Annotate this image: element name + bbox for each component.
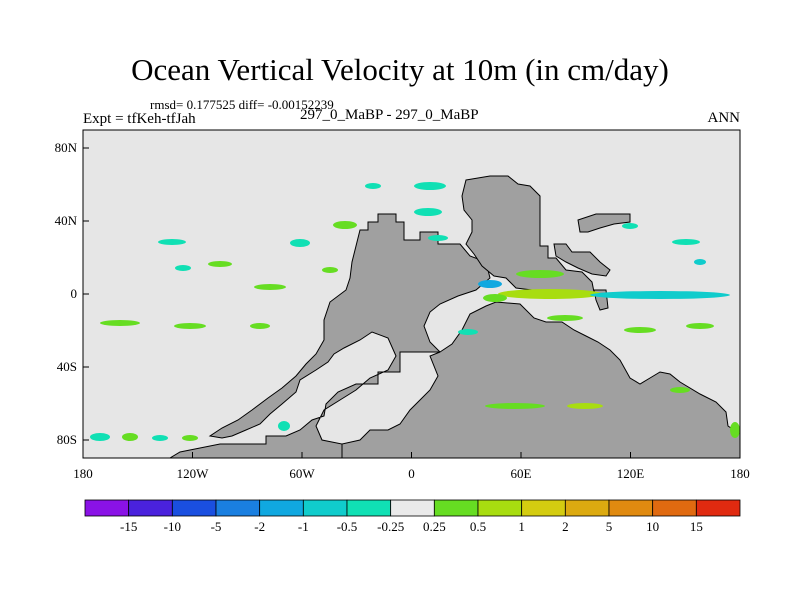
x-tick-label: 0 [408, 466, 415, 481]
x-tick-label: 120E [617, 466, 645, 481]
x-tick-label: 180 [73, 466, 93, 481]
anomaly-patch [208, 261, 232, 267]
anomaly-patch [182, 435, 198, 441]
experiment-label: Expt = tfKeh-tfJah [83, 111, 196, 127]
anomaly-patch [290, 239, 310, 247]
anomaly-patch [483, 294, 507, 302]
y-tick-label: 80N [55, 140, 78, 155]
colorbar-label: 5 [606, 519, 613, 534]
colorbar-swatch [171, 499, 217, 517]
comparison-label: 297_0_MaBP - 297_0_MaBP [300, 107, 479, 123]
anomaly-patch [694, 259, 706, 265]
y-tick-label: 0 [71, 286, 78, 301]
anomaly-patch [547, 315, 583, 321]
colorbar-swatch [521, 499, 566, 517]
colorbar-swatch [302, 499, 348, 517]
colorbar-label: -5 [211, 519, 222, 534]
anomaly-patch [414, 182, 446, 190]
colorbar-swatch [608, 499, 654, 517]
colorbar-label: -0.5 [337, 519, 358, 534]
anomaly-patch [90, 433, 110, 441]
anomaly-patch [322, 267, 338, 273]
y-tick-label: 80S [57, 432, 77, 447]
colorbar-swatch [695, 499, 741, 517]
x-tick-label: 60W [289, 466, 315, 481]
colorbar-label: 0.25 [423, 519, 446, 534]
anomaly-patch [485, 403, 545, 409]
colorbar-label: 0.5 [470, 519, 486, 534]
anomaly-patch [567, 403, 603, 409]
anomaly-patch [516, 270, 564, 278]
anomaly-patch [624, 327, 656, 333]
anomaly-patch [670, 387, 690, 393]
anomaly-patch [498, 289, 602, 299]
stats-line: rmsd= 0.177525 diff= -0.00152239 [150, 97, 334, 112]
colorbar-swatch [433, 499, 479, 517]
colorbar-swatch [564, 499, 610, 517]
anomaly-patch [122, 433, 138, 441]
colorbar-swatch [652, 499, 697, 517]
land-southeast-island [553, 243, 611, 277]
colorbar-label: -1 [298, 519, 309, 534]
anomaly-patch [478, 280, 502, 288]
colorbar-label: -15 [120, 519, 137, 534]
land-africa-south [341, 301, 741, 459]
anomaly-patch [414, 208, 442, 216]
x-tick-label: 180 [730, 466, 750, 481]
colorbar-swatch [477, 499, 523, 517]
axis-ticks: 180 120W 60W 0 60E 120E 180 80N 40N 0 40S 80S [55, 140, 750, 481]
anomaly-patch [278, 421, 290, 431]
anomaly-patch [100, 320, 140, 326]
colorbar-swatch [346, 499, 392, 517]
colorbar-label: 10 [646, 519, 659, 534]
colorbar-swatch [259, 499, 304, 517]
colorbar-label: -10 [164, 519, 181, 534]
y-tick-label: 40S [57, 359, 77, 374]
colorbar-label: 2 [562, 519, 569, 534]
anomaly-patch [333, 221, 357, 229]
x-tick-label: 60E [511, 466, 532, 481]
colorbar-swatch [390, 499, 435, 517]
colorbar-swatch [84, 499, 130, 517]
colorbar-label: 15 [690, 519, 703, 534]
anomaly-patch [672, 239, 700, 245]
colorbar: -15 -10 -5 -2 -1 -0.5 -0.25 0.25 0.5 1 2 5 10 15 [84, 499, 741, 534]
x-tick-label: 120W [177, 466, 210, 481]
colorbar-swatch [128, 499, 173, 517]
colorbar-label: 1 [518, 519, 525, 534]
anomaly-patch [254, 284, 286, 290]
season-label: ANN [707, 110, 741, 126]
anomaly-patch [175, 265, 191, 271]
anomaly-patch [686, 323, 714, 329]
anomaly-patch [428, 235, 448, 241]
anomaly-patch [365, 183, 381, 189]
anomaly-patch [174, 323, 206, 329]
colorbar-label: -2 [254, 519, 265, 534]
anomaly-patch [590, 291, 730, 299]
anomaly-patch [250, 323, 270, 329]
land-east-asia [577, 213, 631, 233]
y-tick-label: 40N [55, 213, 78, 228]
anomaly-patch [730, 422, 740, 438]
colorbar-swatch [215, 499, 261, 517]
chart-title: Ocean Vertical Velocity at 10m (in cm/da… [131, 52, 669, 87]
colorbar-label: -0.25 [377, 519, 404, 534]
anomaly-patch [152, 435, 168, 441]
anomaly-patches [90, 182, 740, 441]
anomaly-patch [158, 239, 186, 245]
anomaly-patch [458, 329, 478, 335]
anomaly-patch [622, 223, 638, 229]
